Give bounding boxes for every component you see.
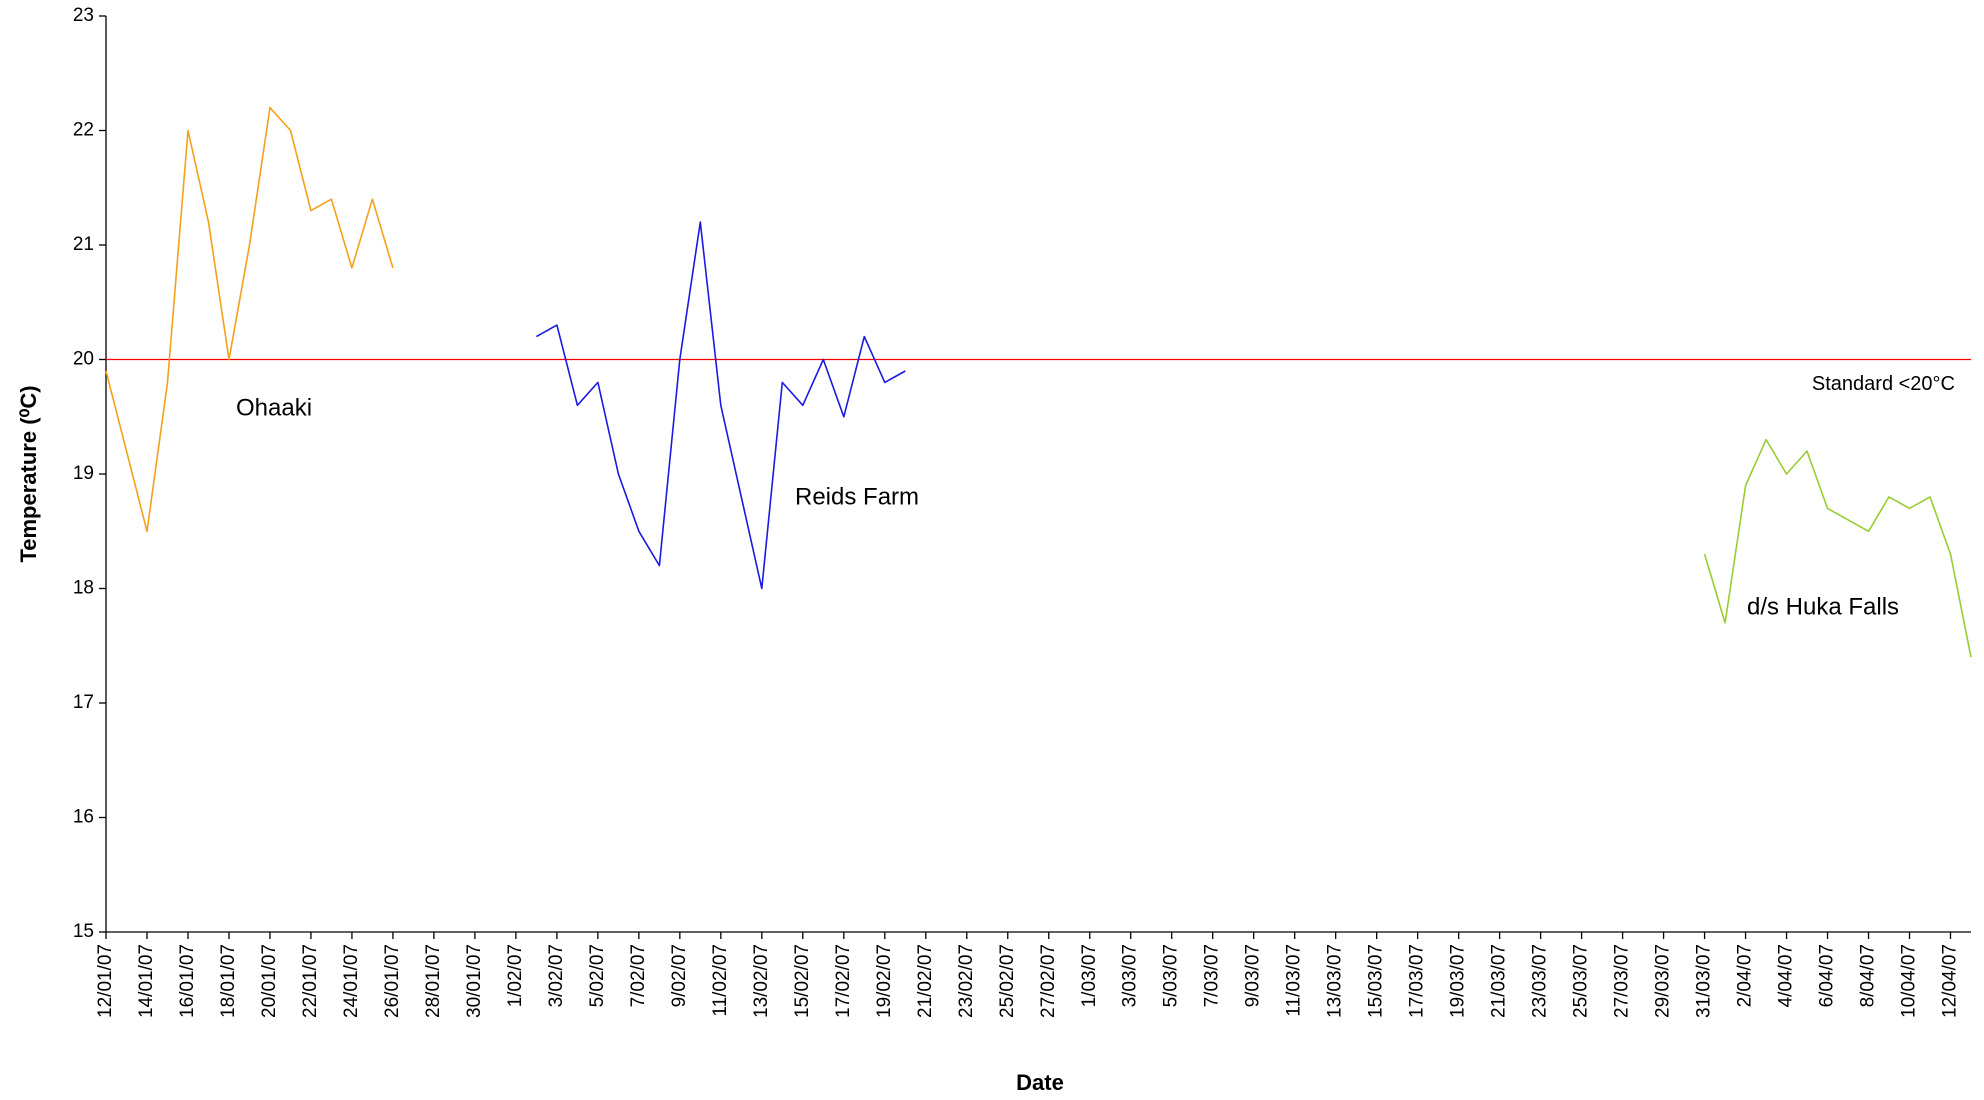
y-tick-label: 23 xyxy=(73,5,94,26)
x-tick-label: 5/03/07 xyxy=(1161,944,1182,1007)
x-tick-label: 11/03/07 xyxy=(1284,944,1305,1017)
x-tick-label: 22/01/07 xyxy=(300,944,321,1018)
x-tick-label: 25/03/07 xyxy=(1571,944,1592,1018)
x-tick-label: 27/03/07 xyxy=(1612,944,1633,1018)
x-tick-label: 21/03/07 xyxy=(1489,944,1510,1018)
series-label: Ohaaki xyxy=(236,394,312,421)
x-tick-label: 5/02/07 xyxy=(587,944,608,1007)
x-tick-label: 4/04/07 xyxy=(1776,944,1797,1007)
x-tick-label: 23/02/07 xyxy=(956,944,977,1018)
x-tick-label: 17/03/07 xyxy=(1407,944,1428,1018)
x-tick-label: 3/03/07 xyxy=(1120,944,1141,1007)
x-tick-label: 27/02/07 xyxy=(1038,944,1059,1018)
series-label: Reids Farm xyxy=(795,483,919,510)
y-tick-label: 22 xyxy=(73,120,94,141)
x-tick-label: 18/01/07 xyxy=(218,944,239,1018)
x-tick-label: 13/03/07 xyxy=(1325,944,1346,1018)
x-tick-label: 23/03/07 xyxy=(1530,944,1551,1018)
x-tick-label: 16/01/07 xyxy=(177,944,198,1018)
x-tick-label: 17/02/07 xyxy=(833,944,854,1018)
x-tick-label: 19/03/07 xyxy=(1448,944,1469,1018)
x-tick-label: 20/01/07 xyxy=(259,944,280,1018)
x-tick-label: 7/02/07 xyxy=(628,944,649,1007)
series-line xyxy=(105,106,394,533)
y-axis-title: Temperature (⁰C) xyxy=(16,385,41,562)
x-tick-label: 10/04/07 xyxy=(1899,944,1920,1018)
x-tick-label: 2/04/07 xyxy=(1735,944,1756,1007)
x-tick-label: 28/01/07 xyxy=(423,944,444,1018)
x-tick-label: 25/02/07 xyxy=(997,944,1018,1018)
x-axis-title: Date xyxy=(1016,1070,1064,1095)
series-line xyxy=(1703,438,1972,658)
x-tick-label: 1/03/07 xyxy=(1079,944,1100,1007)
series-line xyxy=(536,221,906,590)
x-tick-label: 26/01/07 xyxy=(382,944,403,1018)
y-tick-label: 17 xyxy=(73,692,94,713)
x-tick-label: 29/03/07 xyxy=(1653,944,1674,1018)
x-tick-label: 31/03/07 xyxy=(1694,944,1715,1018)
y-tick-label: 16 xyxy=(73,807,94,828)
x-tick-label: 12/04/07 xyxy=(1940,944,1961,1018)
x-tick-label: 1/02/07 xyxy=(505,944,526,1007)
x-tick-label: 14/01/07 xyxy=(136,944,157,1018)
x-tick-label: 15/03/07 xyxy=(1366,944,1387,1018)
x-tick-label: 12/01/07 xyxy=(95,944,116,1018)
x-tick-label: 7/03/07 xyxy=(1202,944,1223,1007)
x-tick-label: 13/02/07 xyxy=(751,944,772,1018)
y-tick-label: 18 xyxy=(73,578,94,599)
x-tick-label: 21/02/07 xyxy=(915,944,936,1018)
y-tick-label: 15 xyxy=(73,921,94,942)
x-tick-label: 9/03/07 xyxy=(1243,944,1264,1007)
x-tick-label: 3/02/07 xyxy=(546,944,567,1007)
x-tick-label: 30/01/07 xyxy=(464,944,485,1018)
y-tick-label: 21 xyxy=(73,234,94,255)
x-tick-label: 8/04/07 xyxy=(1858,944,1879,1007)
series-label: d/s Huka Falls xyxy=(1747,593,1899,620)
x-tick-label: 24/01/07 xyxy=(341,944,362,1018)
x-tick-label: 9/02/07 xyxy=(669,944,690,1007)
x-tick-label: 19/02/07 xyxy=(874,944,895,1018)
x-tick-label: 11/02/07 xyxy=(710,944,731,1017)
x-tick-label: 15/02/07 xyxy=(792,944,813,1018)
reference-label: Standard <20°C xyxy=(1812,373,1955,395)
y-tick-label: 20 xyxy=(73,349,94,370)
x-tick-label: 6/04/07 xyxy=(1817,944,1838,1007)
y-tick-label: 19 xyxy=(73,463,94,484)
